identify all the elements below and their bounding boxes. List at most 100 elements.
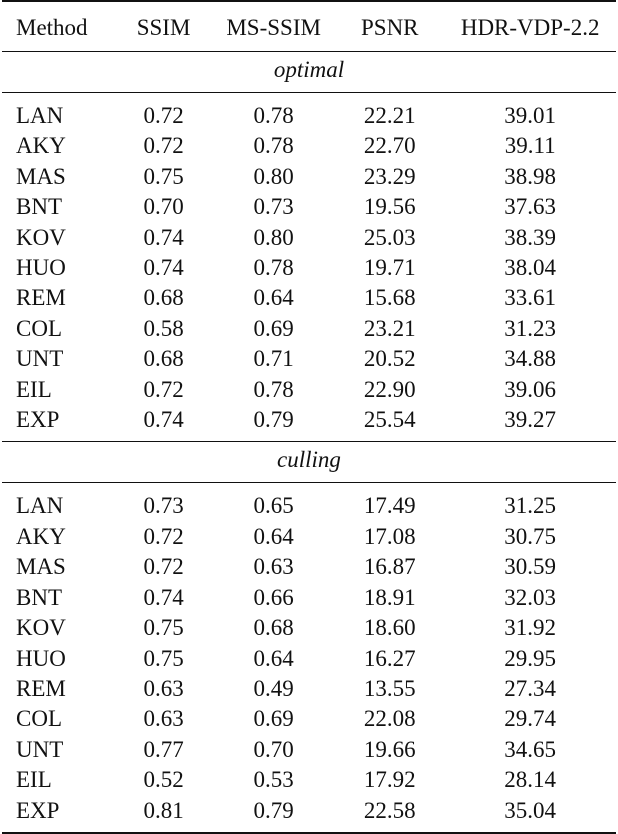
cell-ssim: 0.75 [143,615,184,641]
table-row: EXP 0.74 0.79 25.54 39.27 [2,405,616,442]
cell-hdr-vdp: 29.95 [504,645,557,671]
cell-hdr-vdp: 33.61 [504,285,557,311]
cell-method: BNT [16,194,62,220]
cell-ssim: 0.77 [143,736,184,762]
cell-ssim: 0.68 [143,346,184,372]
cell-ssim: 0.52 [143,767,184,793]
cell-method: MAS [16,163,66,189]
cell-method: UNT [16,346,64,372]
cell-ssim: 0.72 [143,103,184,128]
cell-hdr-vdp: 34.65 [504,736,557,762]
section-header-row: optimal [2,51,616,93]
col-header-ssim: SSIM [136,15,191,40]
cell-hdr-vdp: 30.59 [504,554,557,580]
cell-hdr-vdp: 39.06 [504,376,557,402]
cell-hdr-vdp: 38.39 [504,224,557,250]
cell-ms-ssim: 0.69 [253,706,294,732]
cell-psnr: 23.21 [363,315,416,341]
table-row: REM 0.63 0.49 13.55 27.34 [2,674,616,704]
cell-hdr-vdp: 30.75 [504,523,557,549]
cell-ms-ssim: 0.65 [253,493,294,519]
cell-hdr-vdp: 31.23 [504,315,557,341]
cell-psnr: 17.08 [363,523,416,549]
cell-method: EXP [16,407,60,433]
cell-psnr: 22.08 [363,706,416,732]
table-row: BNT 0.70 0.73 19.56 37.63 [2,192,616,222]
cell-psnr: 25.54 [363,407,416,433]
table-row: COL 0.63 0.69 22.08 29.74 [2,704,616,734]
cell-ms-ssim: 0.64 [253,645,294,671]
cell-ssim: 0.72 [143,376,184,402]
cell-method: HUO [16,645,66,671]
cell-ssim: 0.75 [143,163,184,189]
cell-hdr-vdp: 31.25 [504,493,557,519]
table-row: UNT 0.77 0.70 19.66 34.65 [2,735,616,765]
cell-ssim: 0.74 [143,584,184,610]
cell-method: COL [16,706,62,732]
table-row: MAS 0.72 0.63 16.87 30.59 [2,552,616,582]
cell-ms-ssim: 0.80 [253,224,294,250]
cell-hdr-vdp: 39.27 [504,407,557,433]
cell-psnr: 18.60 [363,615,416,641]
cell-ssim: 0.70 [143,194,184,220]
section-label: optimal [273,57,345,82]
cell-ssim: 0.72 [143,133,184,159]
cell-method: REM [16,675,66,701]
cell-ssim: 0.75 [143,645,184,671]
cell-ms-ssim: 0.73 [253,194,294,220]
section-header-row: culling [2,441,616,483]
table-body: optimal LAN 0.72 0.78 22.21 39.01 AKY 0.72 0.78 2… [2,51,616,833]
cell-hdr-vdp: 28.14 [504,767,557,793]
table-row: EIL 0.52 0.53 17.92 28.14 [2,765,616,795]
cell-psnr: 22.58 [363,797,416,823]
table-row: LAN 0.73 0.65 17.49 31.25 [2,482,616,522]
table-row: BNT 0.74 0.66 18.91 32.03 [2,583,616,613]
cell-ms-ssim: 0.64 [253,523,294,549]
cell-ssim: 0.74 [143,255,184,281]
cell-method: REM [16,285,66,311]
cell-ssim: 0.81 [143,797,184,823]
cell-method: HUO [16,255,66,281]
cell-psnr: 22.90 [363,376,416,402]
cell-ssim: 0.74 [143,407,184,433]
cell-psnr: 20.52 [363,346,416,372]
cell-method: UNT [16,736,64,762]
cell-ssim: 0.74 [143,224,184,250]
cell-method: BNT [16,584,62,610]
cell-ms-ssim: 0.69 [253,315,294,341]
cell-hdr-vdp: 38.04 [504,255,557,281]
cell-hdr-vdp: 31.92 [504,615,557,641]
cell-psnr: 16.87 [363,554,416,580]
cell-ms-ssim: 0.64 [253,285,294,311]
cell-ssim: 0.63 [143,675,184,701]
col-header-hdr-vdp: HDR-VDP-2.2 [460,15,600,40]
cell-psnr: 17.49 [363,493,416,519]
col-header-method: Method [16,15,88,40]
cell-method: EIL [16,376,52,402]
cell-ssim: 0.73 [143,493,184,519]
table-row: EIL 0.72 0.78 22.90 39.06 [2,375,616,405]
cell-ms-ssim: 0.79 [253,407,294,433]
cell-hdr-vdp: 34.88 [504,346,557,372]
table-row: KOV 0.75 0.68 18.60 31.92 [2,613,616,643]
section-label: culling [277,447,341,473]
cell-method: LAN [16,103,64,128]
cell-ms-ssim: 0.53 [253,767,294,793]
cell-method: EXP [16,797,60,823]
cell-ms-ssim: 0.78 [253,376,294,402]
cell-method: EIL [16,767,52,793]
col-header-ms-ssim: MS-SSIM [226,15,321,40]
table-header: Method SSIM MS-SSIM PSNR HDR-VDP-2.2 [2,1,616,52]
table-row: REM 0.68 0.64 15.68 33.61 [2,283,616,313]
cell-ms-ssim: 0.71 [253,346,294,372]
cell-psnr: 13.55 [363,675,416,701]
cell-method: LAN [16,493,64,519]
cell-psnr: 16.27 [363,645,416,671]
table-row: UNT 0.68 0.71 20.52 34.88 [2,344,616,374]
cell-ms-ssim: 0.79 [253,797,294,823]
cell-ssim: 0.72 [143,523,184,549]
table-row: KOV 0.74 0.80 25.03 38.39 [2,223,616,253]
cell-method: AKY [16,133,66,159]
cell-hdr-vdp: 39.01 [504,103,557,128]
